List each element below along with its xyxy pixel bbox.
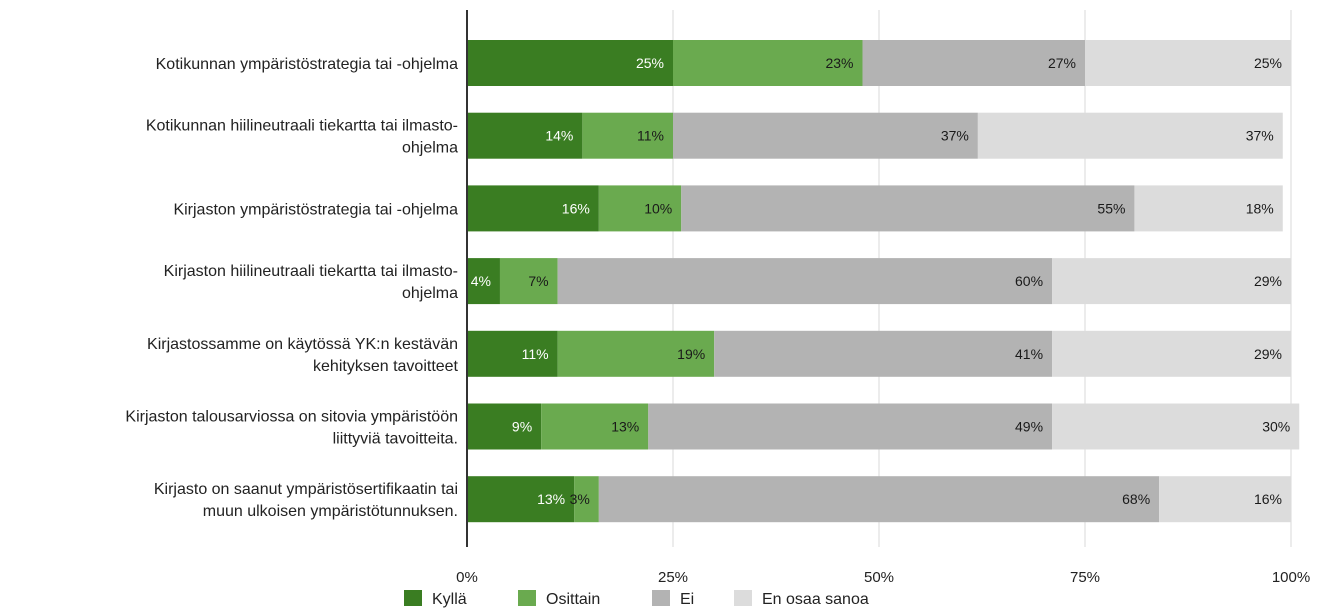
bar-segment xyxy=(467,403,542,450)
category-label: Kirjaston hiilineutraali tiekartta tai i… xyxy=(164,263,458,280)
data-label: 11% xyxy=(637,128,664,144)
bar-segment xyxy=(673,40,863,86)
bar-segment xyxy=(1052,258,1291,305)
data-label: 27% xyxy=(1048,55,1076,71)
data-label: 16% xyxy=(1254,491,1282,507)
bar-segment xyxy=(598,476,1160,523)
data-label: 23% xyxy=(825,55,853,71)
legend-label: Ei xyxy=(680,591,694,608)
data-label: 55% xyxy=(1097,200,1125,216)
data-label: 13% xyxy=(537,491,565,507)
category-label: Kirjaston talousarviossa on sitovia ympä… xyxy=(125,409,458,426)
bar-segment xyxy=(862,40,1085,86)
legend-swatch xyxy=(734,590,752,606)
bar-segment xyxy=(467,258,500,305)
legend-label: En osaa sanoa xyxy=(762,591,869,608)
data-label: 10% xyxy=(644,200,672,216)
bar-segment xyxy=(574,476,599,523)
x-tick-label: 0% xyxy=(456,569,478,586)
legend-swatch xyxy=(652,590,670,606)
legend: Kyllä Osittain Ei En osaa sanoa xyxy=(404,590,869,608)
data-label: 41% xyxy=(1015,346,1043,362)
data-label: 37% xyxy=(1246,128,1274,144)
bar-segment xyxy=(499,258,558,305)
legend-swatch xyxy=(518,590,536,606)
data-label: 11% xyxy=(522,346,549,362)
category-label: Kotikunnan hiilineutraali tiekartta tai … xyxy=(146,118,458,135)
data-label: 4% xyxy=(471,273,491,289)
bar-segment xyxy=(557,330,715,377)
category-label: kehityksen tavoitteet xyxy=(313,358,459,375)
bar-segment xyxy=(1134,185,1283,232)
bar-segment xyxy=(598,185,682,232)
data-label: 13% xyxy=(611,419,639,435)
data-label: 29% xyxy=(1254,346,1282,362)
data-labels: 25% 23% 27% 25% 14% 11% 37% 37% 16% 10% 55% 18% 4% 7%… xyxy=(471,55,1291,507)
data-label: 18% xyxy=(1246,200,1274,216)
bar-segment xyxy=(977,112,1283,159)
bar-segment xyxy=(714,330,1053,377)
bar-segment xyxy=(1052,330,1291,377)
data-label: 49% xyxy=(1015,419,1043,435)
category-label: Kirjastossamme on käytössä YK:n kestävän xyxy=(147,336,458,353)
data-label: 16% xyxy=(562,200,590,216)
bar-segment xyxy=(1052,403,1300,450)
data-label: 14% xyxy=(545,128,573,144)
x-tick-label: 50% xyxy=(864,569,894,586)
legend-label: Osittain xyxy=(546,591,600,608)
category-label: Kirjaston ympäristöstrategia tai -ohjelm… xyxy=(173,201,458,218)
category-label: muun ulkoisen ympäristötunnuksen. xyxy=(203,503,458,520)
data-label: 60% xyxy=(1015,273,1043,289)
category-labels: Kotikunnan ympäristöstrategia tai -ohjel… xyxy=(125,56,458,520)
data-label: 30% xyxy=(1262,419,1290,435)
data-label: 25% xyxy=(636,55,664,71)
data-label: 7% xyxy=(528,273,548,289)
category-label: ohjelma xyxy=(402,140,458,157)
bar-segment xyxy=(467,185,599,232)
category-label: liittyviä tavoitteita. xyxy=(333,431,458,448)
bar-segment xyxy=(557,258,1053,305)
data-label: 37% xyxy=(941,128,969,144)
data-label: 25% xyxy=(1254,55,1282,71)
legend-swatch xyxy=(404,590,422,606)
data-label: 29% xyxy=(1254,273,1282,289)
data-label: 9% xyxy=(512,419,532,435)
category-label: Kotikunnan ympäristöstrategia tai -ohjel… xyxy=(156,56,458,73)
data-label: 19% xyxy=(677,346,705,362)
category-label: Kirjasto on saanut ympäristösertifikaati… xyxy=(154,481,458,498)
bar-segment xyxy=(467,112,583,159)
bar-segment xyxy=(467,330,558,377)
bar-segment xyxy=(681,185,1135,232)
bar-segment xyxy=(1085,40,1291,86)
category-label: ohjelma xyxy=(402,285,458,302)
bar-segment xyxy=(648,403,1053,450)
x-tick-label: 100% xyxy=(1272,569,1310,586)
bar-segment xyxy=(582,112,673,159)
bar-segment xyxy=(467,476,575,523)
x-tick-label: 25% xyxy=(658,569,688,586)
data-label: 68% xyxy=(1122,491,1150,507)
bar-segment xyxy=(673,112,978,159)
bar-segment xyxy=(1159,476,1291,523)
x-tick-labels: 0% 25% 50% 75% 100% xyxy=(456,569,1310,586)
bar-segment xyxy=(541,403,649,450)
legend-label: Kyllä xyxy=(432,591,467,608)
bar-segment xyxy=(467,40,673,86)
data-label: 3% xyxy=(570,491,590,507)
bars xyxy=(467,40,1300,523)
x-tick-label: 75% xyxy=(1070,569,1100,586)
